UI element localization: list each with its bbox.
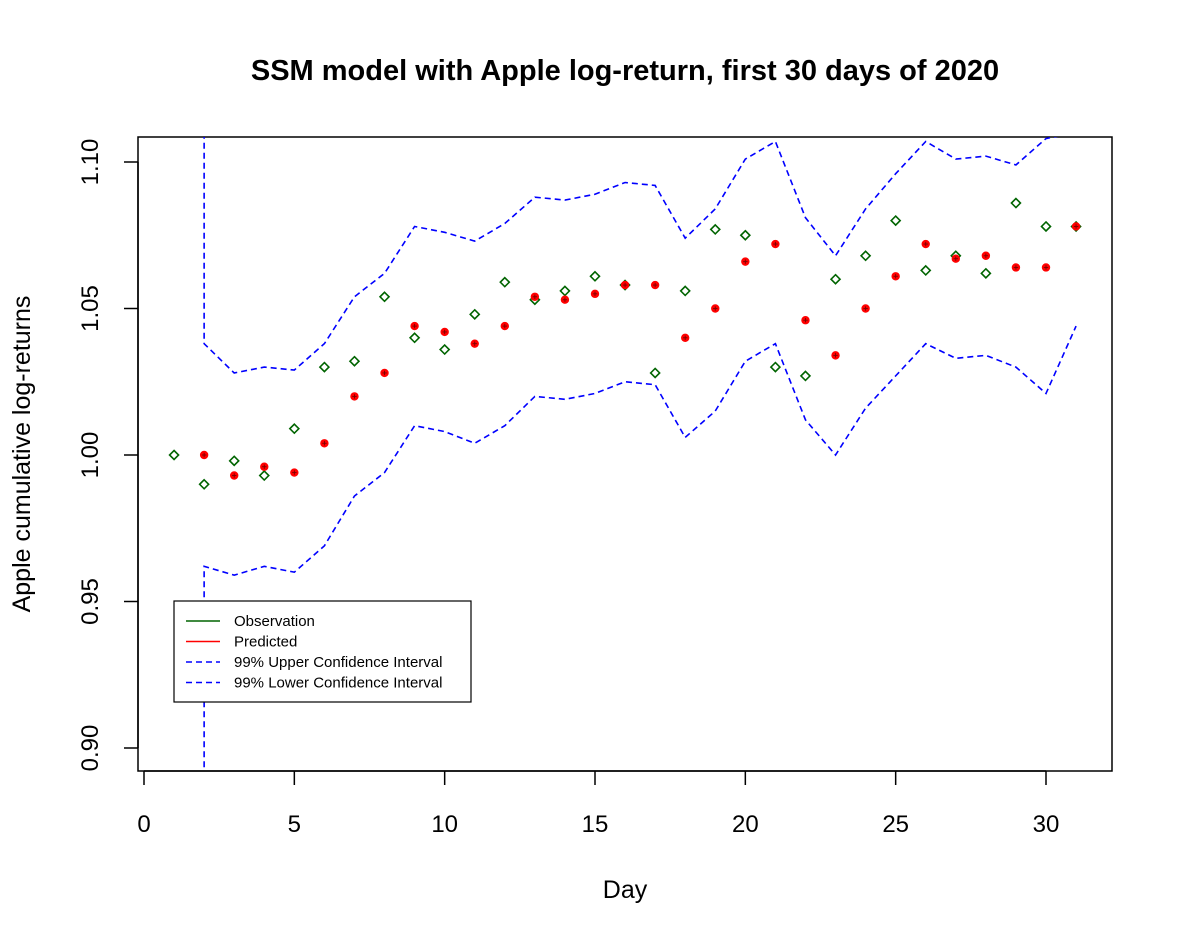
predicted-point — [320, 439, 329, 448]
series-99-upper-confidence-interval — [203, 137, 1059, 374]
predicted-point — [681, 333, 690, 342]
observation-point — [890, 214, 902, 227]
observation-point — [859, 250, 872, 262]
observation-point — [559, 285, 571, 297]
predicted-point — [350, 392, 359, 401]
predicted-point — [921, 239, 930, 249]
series-observation — [168, 197, 1082, 490]
predicted-point — [560, 295, 570, 304]
observation-point — [829, 273, 842, 285]
x-tick-label: 20 — [732, 811, 759, 838]
observation-point — [288, 422, 300, 435]
predicted-point — [861, 304, 870, 313]
observation-point — [679, 285, 691, 297]
legend-item: Predicted — [186, 634, 297, 651]
observation-point — [920, 264, 932, 277]
observation-point — [168, 449, 180, 461]
x-tick-label: 0 — [137, 811, 150, 838]
predicted-point — [741, 257, 750, 266]
x-axis: 0 5 10 15 20 25 30 — [137, 770, 1060, 838]
observation-point — [1010, 197, 1022, 209]
observation-point — [469, 308, 481, 320]
predicted-point — [620, 280, 630, 290]
legend-label: 99% Upper Confidence Interval — [234, 654, 442, 671]
observation-point — [739, 229, 751, 241]
predicted-point — [530, 292, 540, 301]
x-tick-label: 15 — [582, 811, 609, 838]
y-tick-label: 1.00 — [77, 432, 104, 479]
observation-point — [799, 370, 812, 382]
confidence-line — [203, 325, 1077, 771]
legend-item: 99% Upper Confidence Interval — [186, 654, 442, 671]
observation-point — [258, 469, 270, 482]
observation-point — [198, 478, 210, 490]
predicted-point — [1011, 263, 1021, 272]
predicted-point — [380, 368, 389, 378]
predicted-point — [260, 462, 269, 471]
predicted-point — [470, 339, 479, 348]
observation-point — [649, 367, 661, 379]
observation-point — [980, 267, 992, 279]
predicted-point — [440, 327, 449, 337]
series-99-lower-confidence-interval — [203, 325, 1077, 771]
confidence-line — [203, 137, 1059, 374]
predicted-point — [650, 280, 660, 290]
predicted-point — [951, 254, 960, 263]
x-tick-label: 25 — [882, 811, 909, 838]
predicted-point — [771, 239, 780, 249]
predicted-point — [831, 351, 840, 360]
predicted-point — [199, 450, 209, 460]
predicted-point — [1071, 222, 1081, 231]
legend-item: 99% Lower Confidence Interval — [186, 675, 442, 692]
legend-box — [173, 600, 472, 703]
predicted-point — [1041, 263, 1051, 272]
y-axis-label: Apple cumulative log-returns — [8, 296, 36, 613]
y-tick-label: 0.95 — [77, 578, 104, 625]
observation-point — [408, 332, 421, 344]
y-tick-label: 1.05 — [77, 285, 104, 332]
observation-point — [1040, 220, 1052, 233]
series-layer — [168, 137, 1082, 771]
predicted-point — [229, 471, 239, 480]
observation-point — [318, 361, 331, 373]
y-tick-label: 0.90 — [77, 725, 104, 772]
predicted-point — [801, 316, 810, 325]
predicted-point — [981, 251, 991, 260]
legend-label: 99% Lower Confidence Interval — [234, 675, 442, 692]
observation-point — [709, 223, 721, 236]
observation-point — [228, 455, 240, 467]
y-axis: 0.90 0.95 1.00 1.05 1.10 — [77, 139, 139, 772]
x-axis-label: Day — [603, 876, 648, 904]
legend-item: Observation — [186, 613, 315, 630]
series-predicted — [199, 222, 1081, 480]
predicted-point — [290, 468, 299, 477]
predicted-point — [891, 272, 900, 281]
legend-label: Predicted — [234, 634, 297, 651]
observation-point — [769, 361, 782, 373]
chart-title: SSM model with Apple log-return, first 3… — [251, 55, 999, 87]
predicted-point — [590, 289, 600, 299]
x-tick-label: 5 — [288, 811, 301, 838]
legend: Observation Predicted 99% Upper Confidence… — [173, 600, 472, 703]
x-tick-label: 30 — [1033, 811, 1060, 838]
observation-point — [589, 270, 601, 282]
predicted-point — [410, 321, 419, 331]
observation-point — [439, 343, 451, 356]
observation-point — [499, 276, 511, 288]
observation-point — [378, 291, 391, 303]
x-tick-label: 10 — [431, 811, 458, 838]
predicted-point — [711, 304, 720, 313]
legend-label: Observation — [234, 613, 315, 630]
observation-point — [348, 355, 361, 367]
predicted-point — [500, 321, 509, 331]
y-tick-label: 1.10 — [77, 139, 104, 186]
